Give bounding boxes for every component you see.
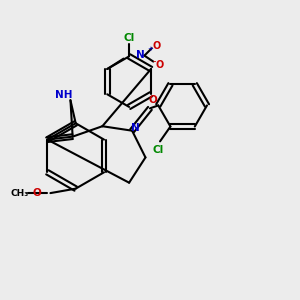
Text: N: N [131, 123, 140, 133]
Text: +: + [147, 46, 153, 52]
Text: O: O [155, 60, 164, 70]
Text: CH₃: CH₃ [10, 189, 28, 198]
Text: O: O [148, 95, 157, 105]
Text: O: O [152, 41, 160, 51]
Text: Cl: Cl [153, 145, 164, 155]
Text: O: O [33, 188, 41, 198]
Text: -: - [152, 56, 156, 66]
Text: N: N [136, 50, 144, 60]
Text: NH: NH [55, 90, 73, 100]
Text: Cl: Cl [124, 33, 135, 43]
